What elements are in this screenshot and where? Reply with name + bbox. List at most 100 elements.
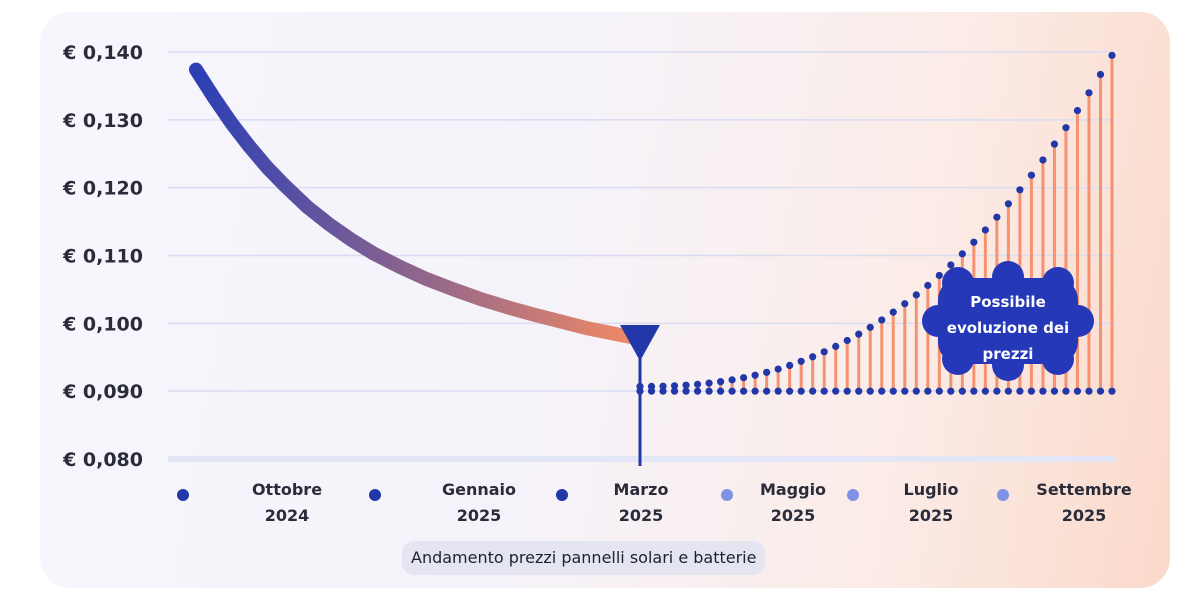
annotation-text: prezzi (983, 345, 1034, 363)
annotation-scallop (1042, 343, 1074, 375)
projection-dot (647, 382, 656, 390)
projection-dot (855, 330, 863, 338)
y-tick-label: € 0,130 (62, 110, 143, 132)
baseline-dot (1108, 387, 1116, 395)
annotation-scallop (942, 343, 974, 375)
baseline-dot (993, 387, 1001, 395)
projection-dot (820, 348, 828, 356)
baseline-dot (843, 387, 851, 395)
x-tick-label-year: 2025 (909, 506, 954, 525)
x-tick-label-year: 2025 (619, 506, 664, 525)
baseline-dot (1004, 387, 1012, 395)
projection-dot (1085, 89, 1093, 97)
annotation-scallop (942, 267, 974, 299)
x-tick-label: Marzo (614, 480, 669, 499)
baseline-dot (1085, 387, 1093, 395)
projection-dot (786, 361, 794, 369)
projection-dot (1039, 156, 1047, 164)
projection-dot (901, 300, 909, 308)
projection-dot (705, 379, 713, 387)
projection-dot (797, 357, 805, 365)
projection-dot (1062, 124, 1070, 132)
y-tick-label: € 0,110 (62, 246, 143, 268)
x-tick-dot (369, 489, 381, 501)
marker-triangle-icon (620, 325, 660, 361)
baseline-dot (866, 387, 874, 395)
x-tick-dot (997, 489, 1009, 501)
projection-dot (1027, 171, 1036, 179)
y-tick-label: € 0,090 (62, 381, 143, 403)
x-tick-dot (177, 489, 189, 501)
projection-dot (774, 365, 782, 373)
annotation-scallop (992, 261, 1024, 293)
baseline-dot (682, 387, 690, 395)
projection-dot (682, 381, 690, 389)
baseline-dot (820, 387, 828, 395)
annotation-scallop (992, 349, 1024, 381)
x-tick-label-year: 2025 (1062, 506, 1107, 525)
x-tick-label-year: 2024 (265, 506, 310, 525)
baseline-dot (912, 387, 920, 395)
projection-dot (1073, 106, 1082, 115)
projection-dot (935, 271, 943, 280)
projection-dot (912, 291, 920, 299)
baseline-dot (1039, 387, 1047, 395)
baseline-dot (947, 387, 955, 395)
projection-dot (1108, 51, 1116, 59)
x-tick-label: Gennaio (442, 480, 516, 499)
projection-dot (981, 226, 989, 234)
projection-dot (659, 382, 667, 390)
historical-price-line (189, 62, 647, 346)
projection-dot (843, 336, 851, 345)
baseline-dot (763, 387, 771, 395)
baseline-dot (901, 387, 909, 395)
baseline-dot (1050, 387, 1059, 395)
baseline-dot (670, 387, 679, 395)
baseline-dot (924, 387, 932, 395)
x-tick-dot (556, 489, 568, 501)
x-tick-dot (721, 489, 733, 501)
baseline-dot (958, 387, 966, 395)
baseline-dot (751, 387, 759, 395)
projection-dot (740, 374, 748, 382)
baseline-dot (705, 387, 713, 395)
annotation-badge: Possibile evoluzione dei prezzi (922, 261, 1094, 381)
projection-dot (889, 308, 897, 316)
baseline-dot (659, 387, 667, 395)
projection-dot (809, 353, 817, 361)
baseline-dot (774, 387, 782, 395)
baseline-dot (716, 387, 725, 395)
baseline-dot (809, 387, 817, 395)
baseline-dot (1027, 387, 1036, 395)
projection-dot (1050, 140, 1059, 148)
projection-dot (958, 250, 966, 258)
projection-dot (1096, 70, 1105, 79)
y-tick-label: € 0,100 (62, 313, 143, 335)
baseline-dot (889, 387, 897, 395)
projection-dot (970, 238, 978, 246)
projection-dot (716, 378, 725, 386)
x-tick-label: Luglio (904, 480, 959, 499)
projection-dot (878, 316, 886, 324)
annotation-scallop (1042, 267, 1074, 299)
x-tick-label-year: 2025 (457, 506, 502, 525)
x-tick-label: Settembre (1036, 480, 1132, 499)
annotation-bg (938, 278, 1078, 364)
baseline-dot (797, 387, 805, 395)
baseline-dot (832, 387, 840, 395)
baseline-dot (740, 387, 748, 395)
projection-dot (693, 380, 702, 388)
annotation-text: Possibile (970, 293, 1046, 311)
baseline-dot (786, 387, 794, 395)
annotation-scallop (1062, 305, 1094, 337)
chart-caption: Andamento prezzi pannelli solari e batte… (402, 541, 766, 575)
baseline-dot (981, 387, 989, 395)
projection-dot (993, 213, 1001, 221)
x-tick-label-year: 2025 (771, 506, 816, 525)
projection-dot (1004, 200, 1012, 208)
projection-dot (947, 261, 955, 269)
x-tick-label: Ottobre (252, 480, 322, 499)
projection-dot (728, 376, 736, 384)
projection-dot (670, 382, 679, 390)
